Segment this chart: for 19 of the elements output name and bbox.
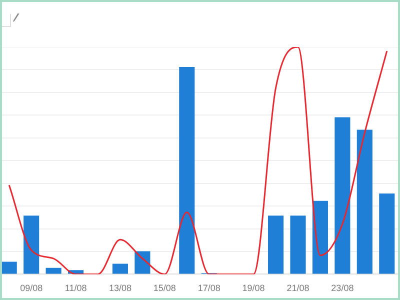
bar [334, 117, 350, 274]
x-tick-label: 11/08 [64, 283, 87, 294]
bar [312, 200, 328, 274]
bar [268, 216, 284, 274]
x-tick-label: 09/08 [20, 283, 43, 294]
x-tick-label: 17/08 [198, 283, 220, 294]
x-tick-label: 15/08 [153, 283, 176, 294]
bar [179, 66, 195, 274]
x-tick-label: 21/08 [286, 283, 310, 294]
bar [290, 216, 306, 274]
bar [24, 216, 40, 274]
bar [112, 264, 128, 274]
bar [46, 268, 62, 274]
x-tick-label: 13/08 [108, 283, 132, 294]
bar [356, 130, 372, 274]
x-tick-label: 23/08 [331, 283, 354, 294]
x-tick-label: 19/08 [242, 283, 265, 294]
bar [2, 262, 17, 274]
bar [379, 194, 395, 274]
